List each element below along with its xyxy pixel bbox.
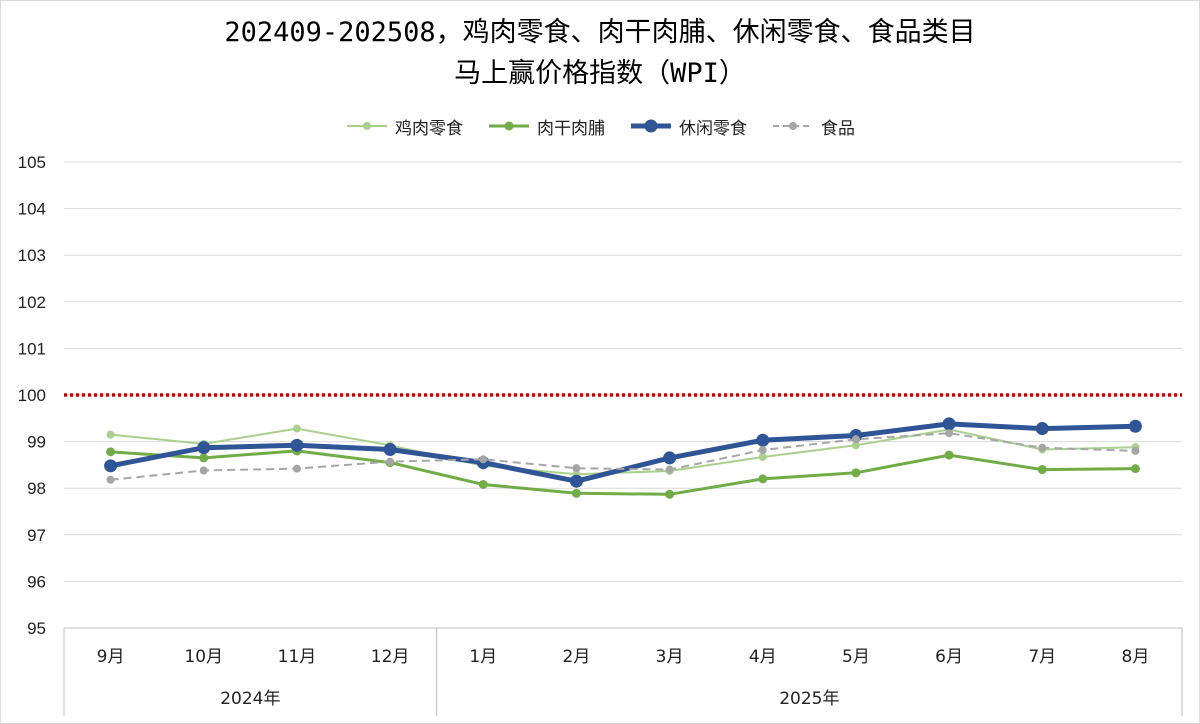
data-point [290,438,304,452]
series-line [110,427,1136,476]
data-point [383,443,397,457]
x-tick-label: 11月 [278,647,317,667]
data-point [569,474,583,488]
x-tick-label: 4月 [749,647,777,667]
series-line [110,432,1136,481]
legend-item: 鸡肉零食 [345,114,463,139]
legend-swatch [631,119,671,133]
y-tick-label: 96 [27,572,46,591]
data-point [1038,443,1047,452]
year-group-label: 2024年 [220,689,280,709]
x-tick-label: 6月 [935,647,963,667]
data-point [199,466,208,475]
y-tick-label: 101 [18,339,46,358]
data-point [851,441,860,450]
data-point [292,424,301,433]
legend-item: 休闲零食 [629,114,747,139]
y-tick-label: 103 [18,246,46,265]
legend-item: 肉干肉脯 [487,114,605,139]
data-point [106,475,115,484]
data-point [665,465,674,474]
x-tick-label: 1月 [469,647,497,667]
data-point [1130,464,1140,474]
legend-label: 肉干肉脯 [537,118,605,139]
data-point [1035,422,1049,436]
y-tick-label: 95 [27,619,46,638]
y-tick-label: 97 [27,526,46,545]
y-tick-label: 100 [18,386,46,405]
data-point [197,441,211,455]
x-tick-label: 2月 [563,647,591,667]
data-point [665,489,675,499]
data-point [1128,419,1142,433]
legend-swatch [773,122,813,130]
data-point [758,474,768,484]
chart-title: 202409-202508，鸡肉零食、肉干肉脯、休闲零食、食品类目 马上赢价格指… [0,12,1200,94]
data-point [292,464,301,473]
x-tick-label: 5月 [842,647,870,667]
data-point [945,429,954,438]
legend-label: 鸡肉零食 [395,118,463,139]
data-point [1037,465,1047,475]
y-tick-label: 104 [18,200,46,219]
legend-swatch [347,122,387,130]
chart-legend: 鸡肉零食 肉干肉脯 休闲零食 食品 [0,112,1200,140]
data-point [479,455,488,464]
x-tick-label: 7月 [1028,647,1056,667]
y-tick-label: 102 [18,293,46,312]
legend-label: 食品 [821,118,855,139]
data-point [106,447,116,457]
data-point [104,459,118,473]
data-point [663,451,677,465]
data-point [572,464,581,473]
data-point [944,450,954,460]
data-point [106,430,115,439]
series-line [110,449,1136,496]
data-point [756,433,770,447]
data-point [1131,446,1140,455]
y-tick-label: 105 [18,153,46,172]
data-point [478,479,488,489]
y-tick-label: 98 [27,479,46,498]
data-point [386,457,395,466]
x-tick-label: 10月 [184,647,223,667]
data-point [851,468,861,478]
legend-label: 休闲零食 [679,118,747,139]
data-point [571,488,581,498]
legend-item: 食品 [771,114,855,139]
data-point [199,453,209,463]
chart-title-line-1: 202409-202508，鸡肉零食、肉干肉脯、休闲零食、食品类目 [224,17,976,48]
legend-swatch [489,121,529,131]
y-tick-label: 99 [27,433,46,452]
x-tick-label: 3月 [656,647,684,667]
year-group-label: 2025年 [779,689,839,709]
data-point [942,417,956,431]
x-tick-label: 8月 [1122,647,1150,667]
data-point [851,435,860,444]
data-point [758,452,767,461]
x-tick-label: 12月 [371,647,410,667]
data-point [758,445,767,454]
x-tick-label: 9月 [97,647,125,667]
chart-title-line-2: 马上赢价格指数（WPI） [454,58,746,89]
